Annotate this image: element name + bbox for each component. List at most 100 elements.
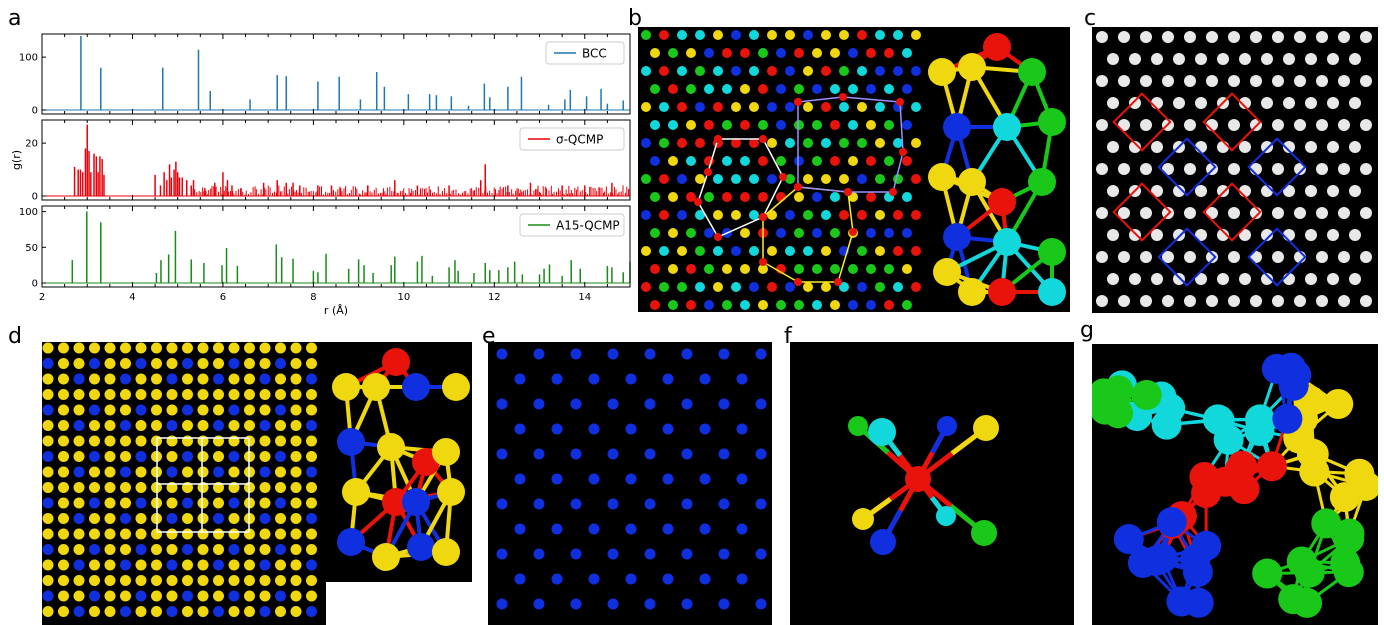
atom [902,84,912,94]
atom [104,606,116,617]
atom [893,138,903,148]
lattice-atom [588,423,600,435]
atom [135,590,147,602]
atom [58,466,69,478]
atom [104,590,116,602]
lattice-atom [736,523,748,535]
atom [290,544,302,555]
atom [197,606,209,617]
lattice-atom [1349,273,1361,285]
atom [749,66,759,76]
lattice-atom [1360,31,1372,43]
lattice-atom [514,473,526,485]
lattice-atom [718,498,730,510]
atom [866,156,876,166]
atom [275,451,286,462]
lattice-atom [662,473,674,485]
atom [259,513,271,524]
lattice-atom [755,448,767,460]
lattice-atom [551,573,563,585]
atom [306,358,317,369]
cluster-atom [437,478,465,506]
atom [275,497,286,509]
atom [275,466,286,478]
atom [58,404,69,416]
lattice-atom [1294,119,1306,131]
atom [42,528,54,540]
atom [228,404,240,416]
cluster-atom [1156,507,1187,538]
atom [677,174,687,184]
lattice-atom [607,448,619,460]
lattice-atom [1162,251,1174,263]
cluster-atom [1038,108,1066,136]
atom [650,228,660,238]
atom [182,358,193,369]
atom [89,451,100,462]
lattice-atom [1140,31,1152,43]
cluster-atom [1018,58,1046,86]
cluster-atom [983,33,1011,61]
atom [306,404,317,416]
atom [785,138,795,148]
atom [749,30,759,40]
cluster-atom [943,223,971,251]
atom [290,451,302,462]
atom [197,389,209,400]
y-axis-label: g(r) [10,150,23,170]
atom [911,30,921,40]
atom [893,30,903,40]
atom [73,528,85,540]
lattice-atom [1239,273,1251,285]
subplot-qcmp: 0 20 σ-QCMP [25,119,631,203]
atom [306,544,317,555]
neighbor-atom [848,416,868,436]
atom [244,389,255,400]
white-lattice-image [1092,27,1378,313]
lattice-atom [1096,119,1108,131]
atom [182,590,193,602]
lattice-atom [1228,31,1240,43]
lattice-atom [644,598,656,610]
atom [306,559,317,571]
atom [104,404,116,416]
lattice-atom [588,573,600,585]
atom [213,435,224,447]
atom [135,358,147,369]
atom [911,246,921,256]
lattice-atom [1283,229,1295,241]
atom [776,228,786,238]
atom [803,174,813,184]
vertex-atom [889,188,897,196]
atom [803,66,813,76]
lattice-atom [662,573,674,585]
atom [213,590,224,602]
atom [151,358,162,369]
atom [830,228,840,238]
atom [866,84,876,94]
atom [839,66,849,76]
atom [731,174,741,184]
lattice-atom [551,523,563,535]
atom [228,466,240,478]
atom [749,282,759,292]
atom [58,528,69,540]
atom [73,544,85,555]
lattice-atom [1349,185,1361,197]
atom [686,48,696,58]
atom [893,282,903,292]
vertex-atom [759,135,767,143]
atom [794,84,804,94]
lattice-atom [1327,273,1339,285]
atom [758,48,768,58]
atom [830,300,840,310]
lattice-atom [533,398,545,410]
y-tick-label: 50 [25,243,38,254]
atom [182,389,193,400]
cluster-atom [928,58,956,86]
lattice-atom [1261,141,1273,153]
atom [151,420,162,431]
atom [740,84,750,94]
atom [182,544,193,555]
cluster-atom [993,113,1021,141]
